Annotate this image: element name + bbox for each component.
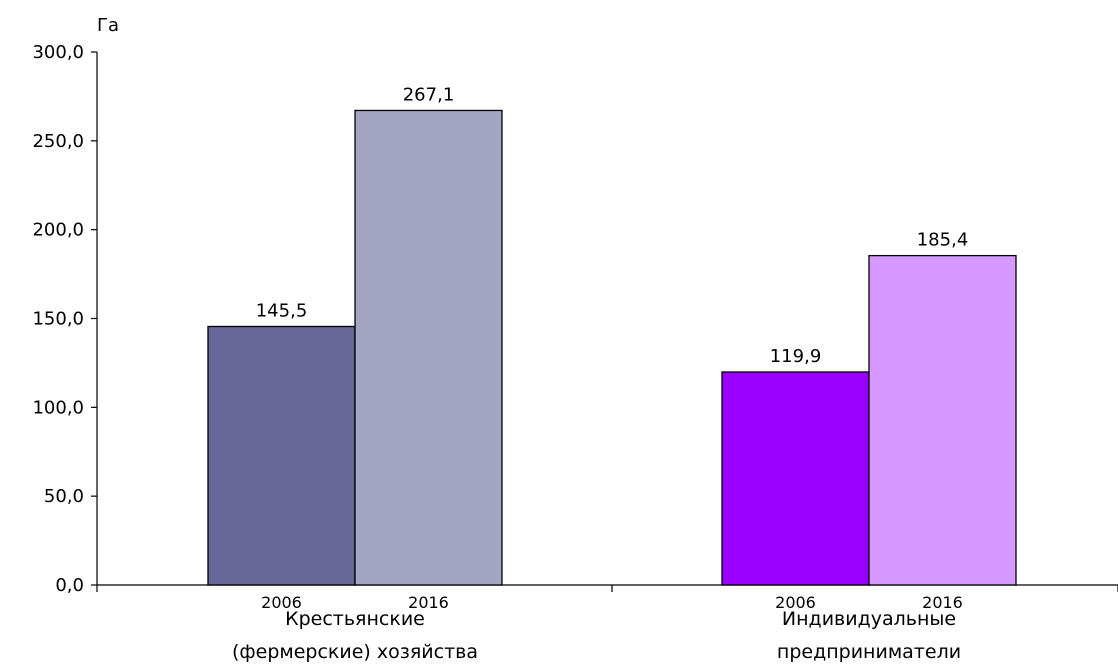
x-year-label: 2006 <box>261 593 302 612</box>
y-tick-label: 200,0 <box>32 220 84 241</box>
data-label: 119,9 <box>770 346 822 367</box>
bar-2016 <box>354 109 503 586</box>
data-label: 145,5 <box>256 300 308 321</box>
category-label: Индивидуальные <box>782 608 956 630</box>
y-axis-unit-label: Га <box>97 15 119 36</box>
labels: 145,52006267,12016Крестьянские(фермерски… <box>232 84 968 663</box>
y-tick-label: 250,0 <box>32 131 84 152</box>
bars <box>207 109 1017 586</box>
category-label: предприниматели <box>777 641 961 663</box>
bar-2016 <box>868 254 1017 586</box>
y-tick-label: 50,0 <box>44 486 84 507</box>
data-label: 185,4 <box>917 230 969 251</box>
x-year-label: 2016 <box>408 593 449 612</box>
y-tick-label: 150,0 <box>32 309 84 330</box>
x-year-label: 2016 <box>922 593 963 612</box>
data-label: 267,1 <box>403 84 455 105</box>
x-year-label: 2006 <box>775 593 816 612</box>
y-tick-label: 300,0 <box>32 42 84 63</box>
y-tick-label: 0,0 <box>55 575 84 596</box>
bar-2006 <box>721 371 870 586</box>
category-label: Крестьянские <box>285 608 425 630</box>
bar-2006 <box>207 325 356 586</box>
y-tick-label: 100,0 <box>32 397 84 418</box>
category-label: (фермерские) хозяйства <box>232 641 478 663</box>
